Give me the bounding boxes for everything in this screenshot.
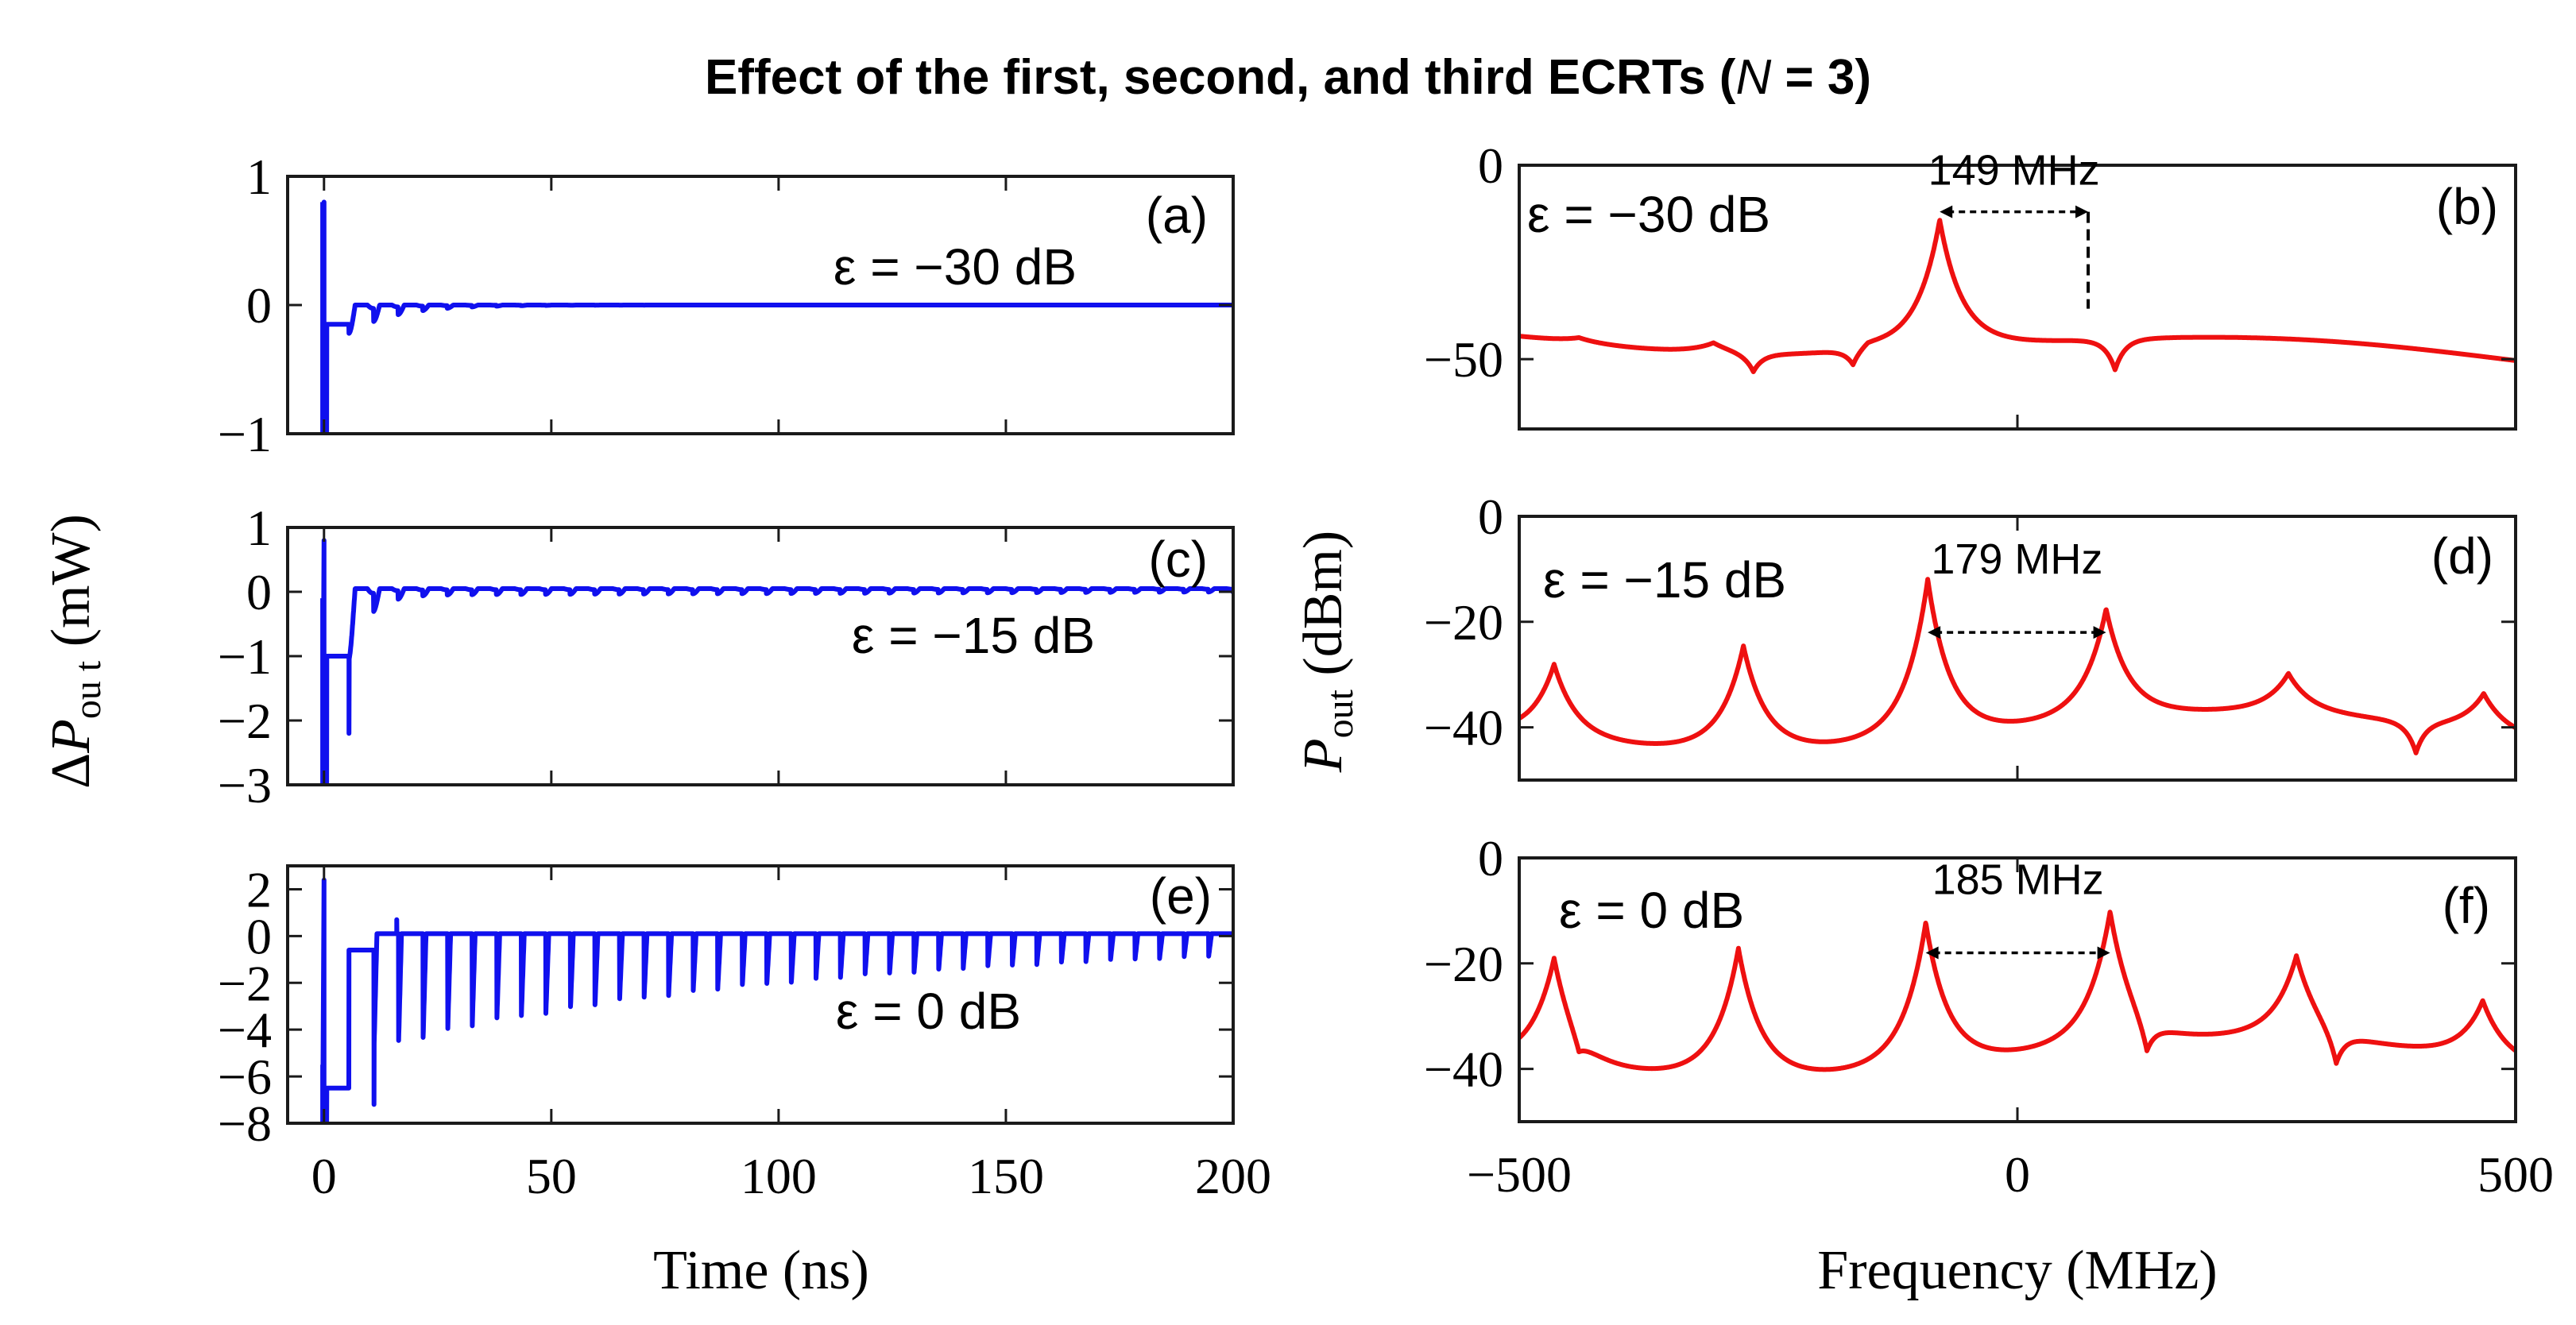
x-tick-label-f: 500 (2477, 1146, 2554, 1203)
y-tick-label-f: −40 (1424, 1041, 1503, 1098)
y-tick-label-e: −6 (218, 1049, 272, 1105)
arrowhead-right-d (2093, 626, 2106, 639)
y-tick-label-d: −20 (1424, 594, 1503, 651)
separation-label-b: 149 MHz (1928, 147, 2100, 195)
epsilon-annotation-a: ε = −30 dB (834, 238, 1077, 296)
epsilon-annotation-b: ε = −30 dB (1527, 186, 1770, 243)
y-tick-label-a: −1 (218, 406, 272, 462)
arrowhead-left-d (1928, 626, 1941, 639)
separation-label-d: 179 MHz (1931, 535, 2102, 583)
y-tick-label-e: 0 (246, 908, 272, 964)
y-tick-label-f: 0 (1478, 830, 1503, 887)
y-tick-label-f: −20 (1424, 936, 1503, 992)
arrowhead-left-b (1940, 205, 1953, 218)
series-line-b (1519, 218, 2516, 374)
panel-label-d: (d) (2431, 527, 2493, 585)
panel-label-a: (a) (1146, 187, 1208, 244)
series-line-e (320, 877, 1233, 1123)
axes-frame-e (286, 864, 1235, 1125)
x-tick-label-e: 50 (526, 1148, 577, 1204)
right-y-axis-label: Pout (dBm) (1293, 531, 1361, 773)
y-tick-label-b: 0 (1478, 137, 1503, 194)
y-tick-label-a: 0 (246, 277, 272, 334)
y-tick-label-e: −4 (218, 1002, 272, 1058)
x-tick-label-f: −500 (1467, 1146, 1572, 1203)
epsilon-annotation-f: ε = 0 dB (1559, 882, 1744, 939)
y-tick-label-e: −8 (218, 1095, 272, 1152)
y-tick-label-d: 0 (1478, 489, 1503, 545)
epsilon-annotation-d: ε = −15 dB (1543, 551, 1786, 608)
separation-label-f: 185 MHz (1932, 856, 2104, 904)
series-line-a (320, 199, 1233, 434)
series-line-f (1519, 910, 2516, 1072)
y-tick-label-c: 1 (246, 500, 272, 556)
y-tick-label-e: 2 (246, 861, 272, 917)
x-tick-label-e: 0 (311, 1148, 337, 1204)
panel-b: −50 0 (b) ε = −30 dB 149 MHz (1424, 137, 2517, 431)
x-tick-label-f: 0 (2005, 1146, 2030, 1203)
arrowhead-right-b (2075, 205, 2089, 218)
series-line-d (1519, 577, 2516, 755)
panel-a: −1 0 1 (a) ε = −30 dB (218, 149, 1235, 462)
y-tick-label-c: −1 (218, 628, 272, 685)
y-tick-label-a: 1 (246, 149, 272, 205)
epsilon-annotation-e: ε = 0 dB (836, 983, 1021, 1040)
panel-label-c: (c) (1148, 531, 1208, 588)
x-axis-label-e: Time (ns) (653, 1240, 869, 1301)
x-axis-label-f: Frequency (MHz) (1817, 1240, 2217, 1301)
x-tick-label-e: 100 (741, 1148, 817, 1204)
series-line-c (320, 538, 1233, 785)
left-y-axis-label: ΔPou t (mW) (41, 514, 109, 789)
x-tick-label-e: 200 (1195, 1148, 1271, 1204)
panel-label-f: (f) (2443, 877, 2490, 934)
arrowhead-left-f (1925, 946, 1939, 960)
y-tick-label-e: −2 (218, 955, 272, 1011)
epsilon-annotation-c: ε = −15 dB (852, 607, 1095, 664)
x-tick-label-e: 150 (968, 1148, 1044, 1204)
y-tick-label-c: −2 (218, 693, 272, 749)
y-tick-label-c: −3 (218, 757, 272, 813)
y-tick-label-b: −50 (1424, 331, 1503, 388)
panel-f: −40 −20 0 −500 0 500 (f) ε = 0 dB 185 MHz Frequen… (1424, 830, 2554, 1301)
y-tick-label-d: −40 (1424, 700, 1503, 756)
panel-c: −3 −2 −1 0 1 (c) ε = −15 dB (218, 500, 1235, 813)
panel-d: −40 −20 0 (d) ε = −15 dB 179 MHz (1424, 489, 2517, 782)
panel-label-b: (b) (2436, 178, 2498, 235)
arrowhead-right-f (2097, 946, 2110, 960)
panel-label-e: (e) (1150, 867, 1212, 925)
figure-title: Effect of the first, second, and third E… (705, 50, 1871, 105)
y-tick-label-c: 0 (246, 564, 272, 620)
